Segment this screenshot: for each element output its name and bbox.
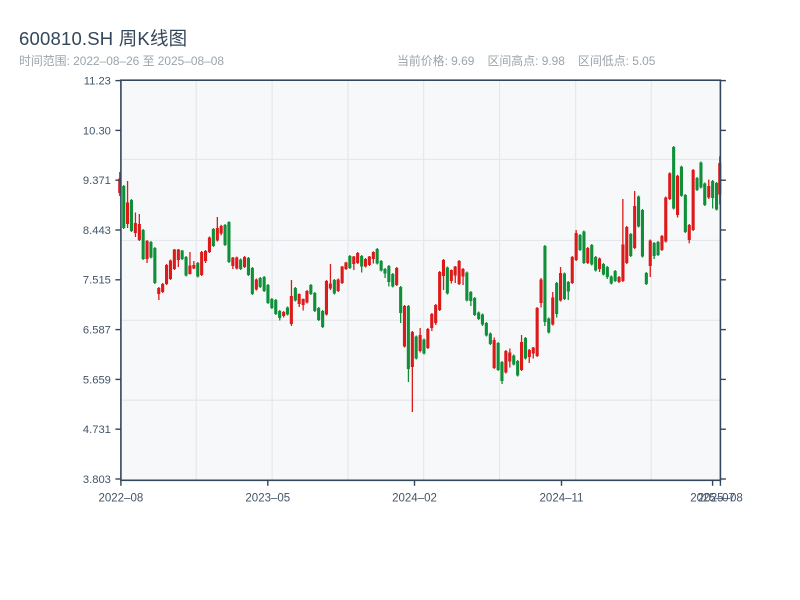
svg-text:2024–11: 2024–11	[540, 493, 584, 505]
svg-text:2023–05: 2023–05	[245, 493, 290, 505]
svg-text:7.515: 7.515	[83, 275, 111, 287]
svg-text:6.587: 6.587	[83, 325, 111, 337]
svg-text:11.23: 11.23	[84, 76, 111, 88]
svg-text:5.659: 5.659	[83, 374, 111, 386]
svg-text:8.443: 8.443	[83, 225, 111, 237]
svg-text:4.731: 4.731	[83, 424, 111, 436]
svg-text:2022–08: 2022–08	[99, 493, 144, 505]
svg-text:9.371: 9.371	[83, 175, 111, 187]
svg-text:2025–08: 2025–08	[698, 493, 743, 505]
svg-text:2025–07: 2025–07	[690, 493, 735, 505]
svg-text:10.30: 10.30	[83, 125, 111, 137]
svg-text:2024–02: 2024–02	[392, 493, 437, 505]
svg-text:3.803: 3.803	[83, 474, 111, 486]
